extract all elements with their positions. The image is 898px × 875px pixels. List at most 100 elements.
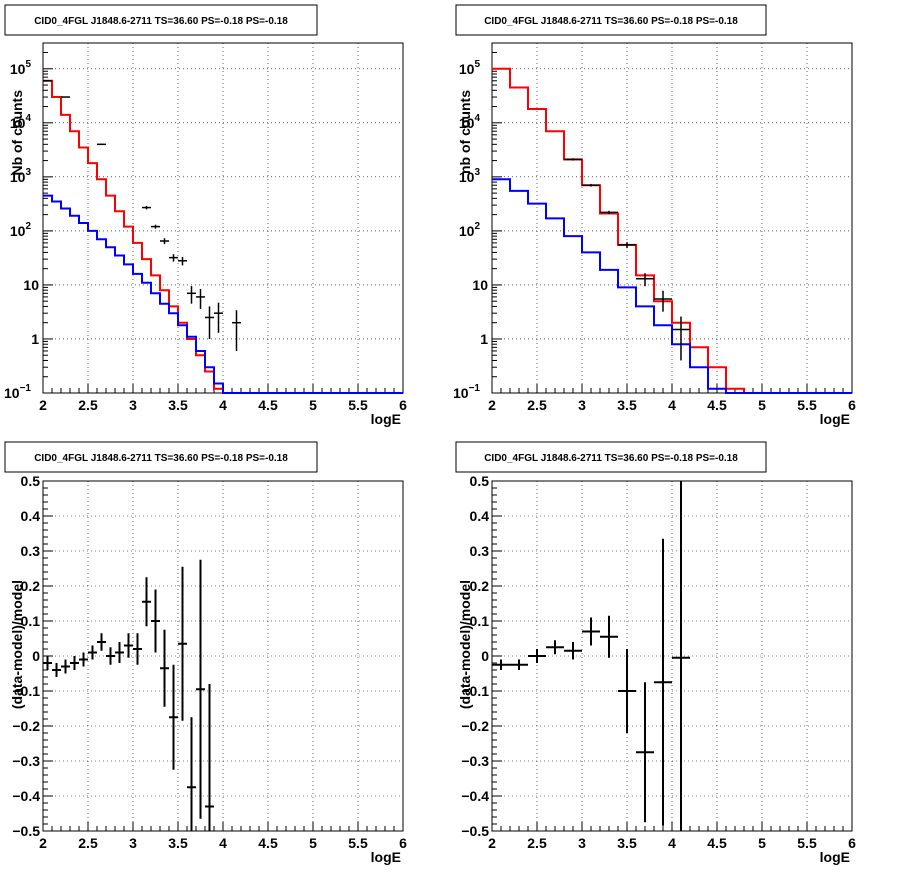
x-tick-label: 6: [848, 397, 856, 413]
y-axis-label: nb of counts: [457, 90, 473, 174]
data-point: [232, 310, 241, 351]
data-point: [178, 256, 187, 266]
data-point: [618, 242, 636, 249]
data-point: [142, 205, 151, 210]
y-tick-label: 0.4: [21, 508, 41, 524]
residual-point: [178, 566, 187, 721]
background-model-step-line: [43, 194, 403, 394]
residual-point: [672, 481, 690, 831]
x-tick-label: 3: [129, 835, 137, 851]
residual-point: [79, 652, 88, 667]
residual-point: [61, 659, 70, 674]
y-tick-label: 0.3: [21, 543, 41, 559]
y-tick-label: 1: [480, 331, 488, 347]
y-tick-label: 104: [10, 113, 32, 131]
x-tick-label: 4.5: [258, 397, 278, 413]
y-tick-label: 105: [459, 59, 481, 77]
x-tick-label: 3: [578, 835, 586, 851]
y-tick-label: 10−1: [4, 383, 31, 401]
x-tick-label: 2.5: [78, 835, 98, 851]
data-point: [169, 254, 178, 262]
y-tick-label: 10−1: [453, 383, 480, 401]
y-tick-label: 0.4: [470, 508, 490, 524]
x-tick-label: 3: [578, 397, 586, 413]
residual-point: [142, 577, 151, 627]
title-box: [4, 4, 318, 36]
y-tick-label: 0.1: [21, 613, 41, 629]
y-axis-label: (data-model)/model: [9, 580, 25, 709]
data-point: [205, 306, 214, 339]
residual-point: [492, 659, 510, 670]
y-tick-label: 1: [31, 331, 39, 347]
y-tick-label: 102: [10, 221, 32, 239]
y-tick-label: 0.2: [470, 578, 490, 594]
y-tick-label: 103: [10, 167, 32, 185]
x-tick-label: 2: [488, 397, 496, 413]
y-tick-label: 0: [32, 648, 40, 664]
y-tick-label: −0.3: [461, 753, 489, 769]
y-tick-label: 0.5: [470, 473, 490, 489]
data-point: [672, 316, 690, 361]
x-tick-label: 2.5: [527, 397, 547, 413]
panel-1: CID0_4FGL J1848.6-2711 TS=36.60 PS=-0.18…: [4, 4, 407, 427]
y-tick-label: 0.5: [21, 473, 41, 489]
residual-point: [97, 633, 106, 651]
residual-point: [654, 538, 672, 826]
residual-point: [564, 642, 582, 660]
panel-title: CID0_4FGL J1848.6-2711 TS=36.60 PS=-0.18…: [455, 441, 767, 473]
plot-data: [43, 559, 214, 831]
residual-point: [124, 633, 133, 658]
x-tick-label: 3: [129, 397, 137, 413]
plot-data: [43, 79, 403, 394]
x-axis-label: logE: [371, 411, 401, 427]
y-tick-label: −0.5: [12, 823, 40, 839]
residual-point: [106, 647, 115, 665]
title-box: [455, 441, 767, 473]
y-tick-label: 105: [10, 59, 32, 77]
y-tick-label: 103: [459, 167, 481, 185]
title-box: [455, 4, 767, 36]
residual-point: [510, 659, 528, 670]
x-tick-label: 2: [39, 397, 47, 413]
title-box: [4, 441, 318, 473]
x-tick-label: 3.5: [168, 397, 188, 413]
x-tick-label: 5: [758, 835, 766, 851]
y-tick-label: −0.2: [461, 718, 489, 734]
y-tick-label: −0.1: [461, 683, 489, 699]
y-tick-label: 10: [472, 277, 488, 293]
x-tick-label: 4.5: [707, 835, 727, 851]
data-point: [582, 183, 600, 187]
residual-point: [600, 615, 618, 658]
y-tick-label: −0.4: [461, 788, 489, 804]
y-tick-label: −0.4: [12, 788, 40, 804]
x-axis-label: logE: [820, 849, 850, 865]
residual-point: [115, 642, 124, 663]
residual-point: [70, 656, 79, 670]
x-tick-label: 3.5: [617, 835, 637, 851]
y-axis: −0.5 −0.4 −0.3 −0.2 −0.1 0 0.1 0.2 0.3 0.4 0.5 (dat…: [457, 473, 852, 839]
x-tick-label: 4: [668, 397, 676, 413]
residual-point: [52, 663, 61, 677]
x-tick-label: 4: [219, 397, 227, 413]
y-tick-label: 104: [459, 113, 481, 131]
residual-point: [187, 717, 196, 831]
data-point: [151, 224, 160, 229]
residual-point: [636, 682, 654, 823]
title-text: CID0_4FGL J1848.6-2711 TS=36.60 PS=-0.18…: [484, 16, 738, 27]
y-tick-label: 0.1: [470, 613, 490, 629]
x-tick-label: 4: [219, 835, 227, 851]
y-tick-label: −0.5: [461, 823, 489, 839]
y-axis-label: (data-model)/model: [457, 580, 473, 709]
plot-data: [492, 67, 852, 394]
x-tick-label: 5.5: [797, 835, 817, 851]
data-point: [636, 273, 654, 287]
y-tick-label: 102: [459, 221, 481, 239]
residual-point: [88, 645, 97, 660]
title-text: CID0_4FGL J1848.6-2711 TS=36.60 PS=-0.18…: [484, 453, 738, 464]
data-point: [97, 143, 106, 146]
y-axis: 10−1 1 10 102 103 104 105 nb of counts: [453, 52, 852, 401]
data-point: [187, 286, 196, 304]
x-tick-label: 6: [848, 835, 856, 851]
